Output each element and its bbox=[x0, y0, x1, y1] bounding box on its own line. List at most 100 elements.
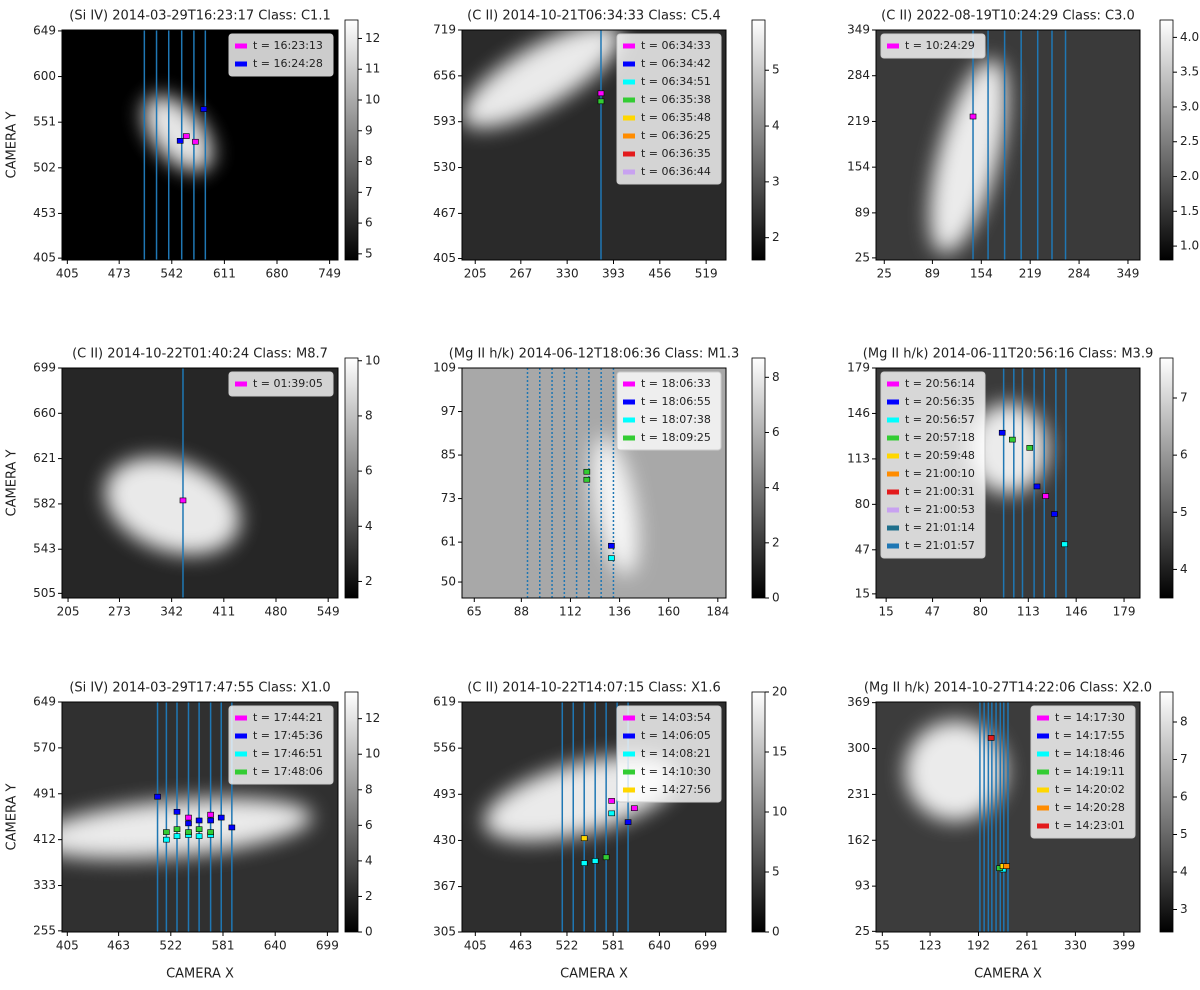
legend-swatch bbox=[1037, 733, 1049, 739]
colorbar-tick-label: 7 bbox=[1180, 391, 1188, 405]
colorbar-tick-label: 1.5 bbox=[1180, 204, 1199, 218]
colorbar-tick-label: 1.0 bbox=[1180, 239, 1199, 253]
legend-label: t = 18:07:38 bbox=[641, 413, 711, 426]
y-tick-label: 113 bbox=[847, 451, 870, 465]
x-tick-label: 473 bbox=[108, 267, 131, 281]
y-tick-label: 333 bbox=[33, 878, 56, 892]
colorbar-tick-label: 2 bbox=[365, 889, 373, 903]
legend-label: t = 14:08:21 bbox=[641, 747, 711, 760]
y-tick-label: 162 bbox=[847, 833, 870, 847]
x-tick-label: 640 bbox=[264, 939, 287, 953]
legend-label: t = 20:59:48 bbox=[905, 449, 975, 462]
y-tick-label: 502 bbox=[33, 160, 56, 174]
y-tick-label: 47 bbox=[855, 542, 870, 556]
marker bbox=[195, 826, 203, 832]
colorbar-tick-label: 5 bbox=[1180, 827, 1188, 841]
marker bbox=[207, 811, 214, 818]
legend-box bbox=[616, 705, 722, 803]
y-tick-label: 284 bbox=[847, 68, 870, 82]
y-tick-label: 600 bbox=[33, 69, 56, 83]
y-tick-label: 367 bbox=[433, 879, 456, 893]
legend-label: t = 06:36:35 bbox=[641, 147, 711, 160]
x-tick-label: 273 bbox=[108, 605, 131, 619]
marker bbox=[631, 805, 638, 812]
y-tick-label: 649 bbox=[33, 695, 56, 709]
y-tick-label: 493 bbox=[433, 787, 456, 801]
colorbar-tick-label: 5 bbox=[772, 865, 780, 879]
marker bbox=[179, 497, 187, 504]
legend-label: t = 14:06:05 bbox=[641, 729, 711, 742]
legend-swatch bbox=[887, 417, 899, 423]
y-tick-label: 412 bbox=[33, 832, 56, 846]
marker bbox=[580, 835, 588, 842]
y-tick-label: 405 bbox=[33, 251, 56, 265]
legend-label: t = 20:56:35 bbox=[905, 395, 975, 408]
legend-label: t = 21:01:57 bbox=[905, 539, 975, 552]
y-tick-label: 453 bbox=[33, 206, 56, 220]
x-tick-label: 640 bbox=[648, 939, 671, 953]
panel-title: (Mg II h/k) 2014-06-12T18:06:36 Class: M… bbox=[449, 347, 739, 362]
colorbar-tick-label: 6 bbox=[1180, 448, 1188, 462]
panel: (C II) 2014-10-22T14:07:15 Class: X1.6 40… bbox=[433, 681, 787, 982]
y-tick-label: 89 bbox=[855, 205, 870, 219]
colorbar-tick-label: 9 bbox=[365, 123, 373, 137]
x-tick-label: 349 bbox=[1117, 267, 1140, 281]
colorbar bbox=[751, 19, 766, 261]
colorbar-tick-label: 0 bbox=[365, 925, 373, 939]
panel-title: (Mg II h/k) 2014-06-11T20:56:16 Class: M… bbox=[863, 347, 1153, 362]
legend: t = 01:39:05 bbox=[228, 371, 334, 397]
marker bbox=[185, 820, 192, 827]
legend-label: t = 10:24:29 bbox=[905, 39, 975, 52]
legend-swatch bbox=[887, 399, 899, 405]
x-tick-label: 80 bbox=[973, 605, 988, 619]
colorbar-tick-label: 2.5 bbox=[1180, 134, 1199, 148]
colorbar-tick-label: 4.0 bbox=[1180, 30, 1199, 44]
legend-swatch bbox=[1037, 805, 1049, 811]
legend-swatch bbox=[887, 543, 899, 549]
image-background bbox=[876, 30, 1140, 260]
marker bbox=[173, 808, 181, 815]
y-tick-label: 231 bbox=[847, 787, 870, 801]
legend-label: t = 21:01:14 bbox=[905, 521, 975, 534]
x-axis-label: CAMERA X bbox=[974, 967, 1042, 982]
marker bbox=[185, 814, 192, 821]
panel: (Mg II h/k) 2014-06-11T20:56:16 Class: M… bbox=[847, 347, 1188, 619]
y-tick-label: 15 bbox=[855, 586, 870, 600]
marker bbox=[195, 833, 203, 839]
legend-box bbox=[616, 33, 722, 185]
legend-label: t = 17:44:21 bbox=[253, 711, 323, 724]
colorbar bbox=[751, 357, 766, 599]
legend-swatch bbox=[1037, 715, 1049, 721]
panel-title: (Mg II h/k) 2014-10-27T14:22:06 Class: X… bbox=[864, 681, 1152, 696]
colorbar-tick-label: 10 bbox=[772, 805, 787, 819]
marker bbox=[624, 819, 632, 825]
x-tick-label: 88 bbox=[514, 605, 529, 619]
x-tick-label: 160 bbox=[657, 605, 680, 619]
marker bbox=[1026, 445, 1034, 451]
colorbar-tick-label: 12 bbox=[365, 31, 380, 45]
marker bbox=[998, 429, 1006, 436]
y-tick-label: 619 bbox=[433, 695, 456, 709]
x-tick-label: 330 bbox=[556, 267, 579, 281]
solar-image bbox=[62, 368, 338, 598]
y-tick-label: 25 bbox=[855, 924, 870, 938]
legend: t = 17:44:21 t = 17:45:36 t = 17:46:51 t = … bbox=[228, 705, 334, 785]
y-axis-label: CAMERA Y bbox=[5, 112, 20, 179]
colorbar-tick-label: 10 bbox=[365, 93, 380, 107]
axes-frame bbox=[461, 29, 727, 261]
marker bbox=[608, 555, 615, 561]
x-tick-label: 89 bbox=[925, 267, 940, 281]
legend-swatch bbox=[887, 453, 899, 459]
colorbar-tick-label: 3.0 bbox=[1180, 99, 1199, 113]
y-tick-label: 25 bbox=[855, 250, 870, 264]
marker bbox=[207, 817, 214, 824]
legend-swatch bbox=[623, 133, 635, 139]
y-tick-label: 73 bbox=[441, 491, 456, 505]
marker bbox=[597, 98, 605, 105]
y-tick-label: 93 bbox=[855, 879, 870, 893]
legend: t = 20:56:14 t = 20:56:35 t = 20:56:57 t = … bbox=[880, 371, 986, 559]
x-tick-label: 192 bbox=[967, 939, 990, 953]
legend-label: t = 06:36:44 bbox=[641, 165, 711, 178]
y-tick-label: 146 bbox=[847, 406, 870, 420]
colorbar-tick-label: 6 bbox=[365, 818, 373, 832]
